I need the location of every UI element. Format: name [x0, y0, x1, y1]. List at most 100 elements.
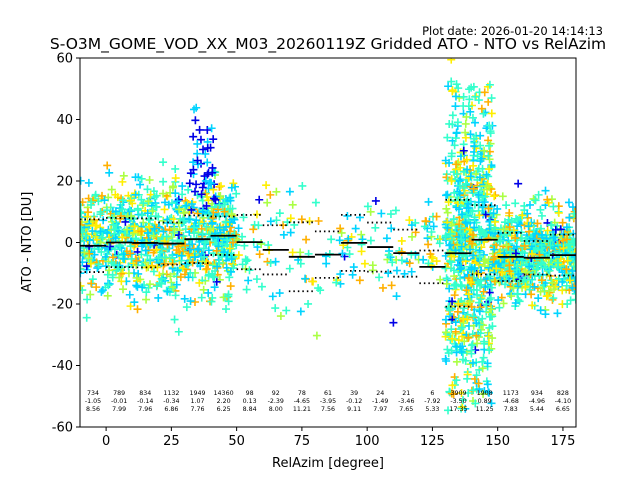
- scatter-point: [468, 340, 477, 349]
- scatter-point: [457, 282, 466, 291]
- scatter-point: [450, 291, 459, 300]
- bin-stat-label: 61: [324, 390, 332, 397]
- scatter-point: [465, 95, 474, 104]
- scatter-point: [534, 261, 543, 270]
- scatter-point: [212, 246, 221, 255]
- scatter-point: [105, 279, 114, 288]
- scatter-point: [475, 253, 484, 262]
- scatter-point: [489, 209, 498, 218]
- bin-stat-label: 7.99: [112, 406, 126, 413]
- scatter-point: [397, 236, 406, 245]
- scatter-point: [563, 256, 572, 265]
- scatter-point: [159, 189, 168, 198]
- scatter-point: [397, 256, 406, 265]
- scatter-point: [177, 251, 186, 260]
- scatter-point: [175, 231, 184, 240]
- scatter-point: [407, 221, 416, 230]
- scatter-point: [271, 257, 280, 266]
- scatter-point: [498, 268, 507, 277]
- bin-stat-label: -0.14: [137, 398, 153, 405]
- scatter-point: [193, 139, 202, 148]
- scatter-point: [358, 235, 367, 244]
- bin-stat-label: 1949: [189, 390, 205, 397]
- scatter-point: [152, 191, 161, 200]
- scatter-point: [227, 267, 236, 276]
- scatter-point: [160, 205, 169, 214]
- scatter-point: [272, 187, 281, 196]
- bin-stat-label: 7.65: [399, 406, 413, 413]
- scatter-point: [103, 229, 112, 238]
- scatter-point: [120, 254, 129, 263]
- scatter-point: [144, 197, 153, 206]
- scatter-point: [225, 273, 234, 282]
- scatter-point: [214, 205, 223, 214]
- scatter-point: [136, 180, 145, 189]
- scatter-point: [488, 322, 497, 331]
- scatter-point: [191, 221, 200, 230]
- scatter-point: [162, 254, 171, 263]
- scatter-point: [564, 240, 573, 249]
- scatter-point: [570, 282, 576, 291]
- bin-stat-label: -1.49: [372, 398, 388, 405]
- scatter-point: [485, 295, 494, 304]
- scatter-point: [537, 211, 546, 220]
- scatter-point: [80, 225, 86, 234]
- scatter-point: [464, 389, 473, 397]
- scatter-point: [551, 225, 560, 234]
- scatter-point: [515, 297, 524, 306]
- scatter-point: [559, 244, 568, 253]
- scatter-point: [477, 104, 486, 113]
- scatter-point: [457, 264, 466, 273]
- scatter-point: [203, 158, 212, 167]
- scatter-point: [190, 105, 199, 114]
- scatter-point: [462, 204, 471, 213]
- scatter-point: [570, 209, 576, 218]
- scatter-point: [101, 252, 110, 261]
- scatter-point: [507, 292, 516, 301]
- x-tick-label: 75: [294, 434, 311, 449]
- scatter-point: [91, 190, 100, 199]
- scatter-point: [96, 207, 105, 216]
- scatter-point: [98, 233, 107, 242]
- scatter-point: [543, 226, 552, 235]
- scatter-point: [530, 266, 539, 275]
- scatter-point: [240, 241, 249, 250]
- scatter-point: [523, 209, 532, 218]
- scatter-point: [178, 190, 187, 199]
- bin-stat-label: 24: [376, 390, 384, 397]
- scatter-point: [87, 200, 96, 209]
- scatter-point: [193, 209, 202, 218]
- scatter-point: [83, 212, 92, 221]
- scatter-point: [234, 251, 243, 260]
- scatter-point: [305, 217, 314, 226]
- scatter-point: [84, 178, 93, 187]
- scatter-point: [112, 266, 121, 275]
- scatter-point: [490, 252, 499, 261]
- scatter-point: [459, 304, 468, 313]
- scatter-point: [480, 230, 489, 239]
- scatter-point: [279, 230, 288, 239]
- scatter-point: [377, 209, 386, 218]
- scatter-point: [288, 200, 297, 209]
- scatter-point: [204, 230, 213, 239]
- scatter-point: [244, 276, 253, 285]
- scatter-point: [505, 209, 514, 218]
- scatter-point: [449, 215, 458, 224]
- scatter-point: [541, 310, 550, 319]
- scatter-point: [134, 269, 143, 278]
- scatter-point: [205, 178, 214, 187]
- scatter-point: [484, 204, 493, 213]
- scatter-point: [142, 288, 151, 297]
- scatter-point: [462, 286, 471, 295]
- scatter-point: [262, 181, 271, 190]
- scatter-point: [229, 238, 238, 247]
- scatter-point: [219, 225, 228, 234]
- scatter-point: [296, 307, 305, 316]
- scatter-point: [97, 247, 106, 256]
- scatter-point: [275, 209, 284, 218]
- bin-stat-label: 6.65: [556, 406, 570, 413]
- scatter-point: [143, 228, 152, 237]
- scatter-point: [255, 250, 264, 259]
- scatter-point: [482, 170, 491, 179]
